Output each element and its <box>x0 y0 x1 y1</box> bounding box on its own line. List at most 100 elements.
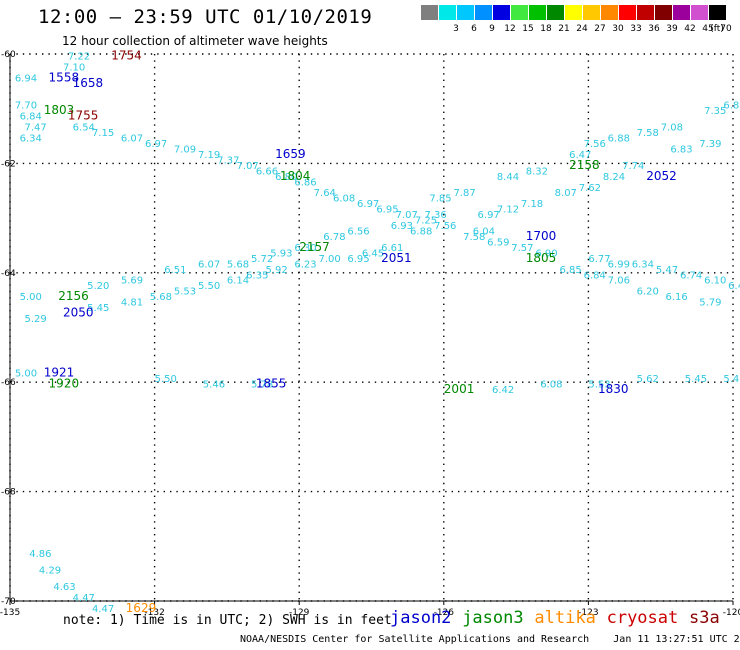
pass-time: 1920 <box>49 377 80 391</box>
legend-swatch <box>547 5 564 20</box>
swh-value: 6.16 <box>666 292 688 303</box>
legend-label: 24 <box>576 24 588 34</box>
swh-value: 5.20 <box>87 281 109 292</box>
legend-swatch <box>655 5 672 20</box>
legend-label: 36 <box>648 24 660 34</box>
legend-swatch <box>673 5 690 20</box>
satellite-key-cryosat: cryosat <box>606 608 679 628</box>
swh-value: 6.30 <box>294 243 316 254</box>
swh-value: 7.58 <box>637 128 659 139</box>
legend-label: 42 <box>684 24 696 34</box>
legend-swatch <box>439 5 456 20</box>
swh-value: 8.44 <box>497 172 519 183</box>
swh-value: 7.47 <box>24 123 46 134</box>
lat-tick-label: -66 <box>1 378 16 388</box>
swh-value: 7.57 <box>511 243 533 254</box>
lat-tick-label: -64 <box>1 269 16 279</box>
swh-value: 6.14 <box>227 276 249 287</box>
satellite-key-altika: altika <box>534 608 596 628</box>
legend-swatch <box>475 5 492 20</box>
swh-value: 5.45 <box>685 374 707 385</box>
pass-time: 1855 <box>256 377 287 391</box>
legend-label: 6 <box>471 24 477 34</box>
swh-value: 7.12 <box>497 205 519 216</box>
swh-value: 6.59 <box>487 237 509 248</box>
swh-value: 7.70 <box>15 101 37 112</box>
pass-time: 2052 <box>646 169 677 183</box>
swh-value: 6.88 <box>410 227 432 238</box>
color-scale-legend: 3 6 9 12 15 18 21 24 27 30 33 36 39 42 45 70 (ft) <box>421 5 732 35</box>
lon-tick-label: -132 <box>144 608 164 618</box>
swh-value: 4.63 <box>53 582 75 593</box>
swh-value: 8.24 <box>603 172 625 183</box>
swh-value: 6.99 <box>608 259 630 270</box>
swh-value: 7.06 <box>608 276 630 287</box>
map-frame <box>9 54 733 602</box>
swh-value: 6.97 <box>145 139 167 150</box>
legend-swatch <box>493 5 510 20</box>
pass-time: 1754 <box>111 48 142 62</box>
swh-value: 5.53 <box>174 287 196 298</box>
swh-value: 8.32 <box>526 166 548 177</box>
pass-time: 1659 <box>275 147 306 161</box>
swh-value: 7.58 <box>463 232 485 243</box>
legend-label: 15 <box>522 24 534 34</box>
swh-value: 6.84 <box>20 112 42 123</box>
swh-value: 6.97 <box>478 210 500 221</box>
swh-value: 6.88 <box>608 134 630 145</box>
legend-swatch <box>565 5 582 20</box>
swh-value: 4.86 <box>29 549 51 560</box>
legend-swatch <box>601 5 618 20</box>
swh-value: 7.56 <box>584 139 606 150</box>
legend-label: 27 <box>594 24 606 34</box>
swh-value: 6.80 <box>275 172 297 183</box>
pass-time: 1700 <box>526 229 557 243</box>
pass-time: 1658 <box>73 76 104 90</box>
swh-value: 5.00 <box>20 292 42 303</box>
swh-value: 5.69 <box>121 276 143 287</box>
swh-value: 6.07 <box>121 134 143 145</box>
swh-value: 6.83 <box>670 144 692 155</box>
lat-tick-label: -68 <box>1 488 16 498</box>
satellite-key-jason2: jason2 <box>390 608 452 628</box>
swh-value: 5.46 <box>203 380 225 391</box>
swh-value: 7.35 <box>704 106 726 117</box>
swh-value: 6.77 <box>588 254 610 265</box>
swh-value: 5.47 <box>656 265 678 276</box>
legend-swatch <box>709 5 726 20</box>
swh-value: 7.15 <box>92 128 114 139</box>
legend-label: 18 <box>540 24 552 34</box>
swh-value: 8.07 <box>555 188 577 199</box>
pass-time: 1804 <box>280 169 311 183</box>
swh-value: 6.20 <box>637 287 659 298</box>
swh-value: 5.45 <box>87 303 109 314</box>
pass-time: 1921 <box>44 366 75 380</box>
pass-time: 1558 <box>49 70 80 84</box>
swh-value: 5.72 <box>251 254 273 265</box>
swh-value: 6.54 <box>73 123 95 134</box>
swh-value: 7.07 <box>396 210 418 221</box>
swh-value: 6.56 <box>347 227 369 238</box>
legend-label: 45 <box>702 24 714 34</box>
swh-value: 6.94 <box>15 73 37 84</box>
swh-value: 5.00 <box>15 369 37 380</box>
swh-value: 7.07 <box>237 161 259 172</box>
swh-value: 6.61 <box>381 243 403 254</box>
swh-value: 7.74 <box>622 161 644 172</box>
swh-value: 7.39 <box>699 139 721 150</box>
swh-value: 5.92 <box>265 265 287 276</box>
legend-label: 30 <box>612 24 624 34</box>
swh-value: 7.18 <box>521 199 543 210</box>
lon-tick-label: -120 <box>723 608 740 618</box>
swh-value: 7.85 <box>429 194 451 205</box>
swh-value: 6.74 <box>680 270 702 281</box>
legend-swatch <box>691 5 708 20</box>
footer-credit: NOAA/NESDIS Center for Satellite Applica… <box>240 634 740 645</box>
swh-value: 5.50 <box>198 281 220 292</box>
swh-value: 7.00 <box>318 254 340 265</box>
swh-value: 6.47 <box>569 150 591 161</box>
legend-label: 70 <box>720 24 732 34</box>
page-subtitle: 12 hour collection of altimeter wave hei… <box>62 34 328 48</box>
